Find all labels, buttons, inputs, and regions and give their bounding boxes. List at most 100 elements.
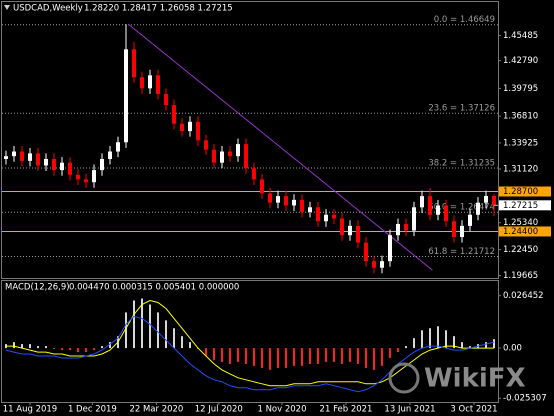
candle-body xyxy=(188,121,192,132)
candle-body xyxy=(204,140,208,150)
macd-bar xyxy=(61,348,63,351)
chart-header-values: 1.28220 1.28417 1.26058 1.27215 xyxy=(84,4,233,14)
candle-body xyxy=(84,179,88,183)
macd-panel-frame xyxy=(1,280,499,403)
macd-bar xyxy=(45,346,47,349)
y-tick-label: 1.25340 xyxy=(503,218,538,228)
x-tick-label: 3 Oct 2021 xyxy=(450,405,497,415)
macd-bar xyxy=(333,348,335,362)
macd-bar xyxy=(253,348,255,366)
level-label-box xyxy=(499,226,551,237)
candle-body xyxy=(220,151,224,163)
macd-bar xyxy=(373,348,375,370)
macd-bar xyxy=(93,348,95,351)
macd-bar xyxy=(173,328,175,349)
candle-body xyxy=(484,195,488,203)
y-tick-label: 1.19665 xyxy=(503,271,538,281)
y-tick-label: 1.39795 xyxy=(503,84,538,94)
candle-body xyxy=(180,123,184,132)
candle-body xyxy=(164,93,168,106)
candle-body xyxy=(380,261,384,268)
y-tick-label: 1.22450 xyxy=(503,245,538,255)
candle-body xyxy=(356,225,360,243)
macd-bar xyxy=(485,342,487,349)
macd-bar xyxy=(469,346,471,349)
macd-bar xyxy=(325,348,327,362)
macd-bar xyxy=(389,348,391,358)
candle-body xyxy=(420,196,424,208)
macd-bar xyxy=(157,312,159,349)
macd-bar xyxy=(461,342,463,349)
level-label: 1.24400 xyxy=(503,227,538,237)
candle-body xyxy=(44,158,48,166)
x-tick-label: 13 Jun 2021 xyxy=(384,405,435,415)
macd-bar xyxy=(205,348,207,357)
candle-body xyxy=(276,196,280,203)
macd-bar xyxy=(381,348,383,366)
y-tick-label: 1.36810 xyxy=(503,112,538,122)
macd-bar xyxy=(221,348,223,362)
macd-bar xyxy=(397,348,399,353)
watermark-logo xyxy=(388,362,420,394)
macd-line xyxy=(5,315,495,393)
macd-bar xyxy=(349,348,351,362)
y-tick-label: 0.00 xyxy=(503,344,522,354)
macd-bar xyxy=(429,328,431,349)
macd-bar xyxy=(261,348,263,368)
candle-body xyxy=(444,205,448,222)
level-label: 1.28700 xyxy=(503,187,538,197)
candle-body xyxy=(236,144,240,157)
macd-bar xyxy=(437,326,439,349)
candle-body xyxy=(68,162,72,175)
macd-bar xyxy=(493,339,495,349)
watermark: WikiFX xyxy=(388,362,526,394)
x-tick-label: 1 Nov 2020 xyxy=(257,405,306,415)
macd-bar xyxy=(365,348,367,368)
macd-bar xyxy=(413,338,415,349)
macd-bar xyxy=(405,346,407,349)
macd-bar xyxy=(317,348,319,364)
candle-body xyxy=(452,221,456,238)
macd-header-values: 0.004470 0.000315 0.005401 0.000000 xyxy=(69,283,239,293)
candle-body xyxy=(300,199,304,212)
candle-body xyxy=(116,142,120,152)
macd-bar xyxy=(21,344,23,349)
candle-body xyxy=(20,151,24,161)
macd-bar xyxy=(237,348,239,362)
menu-icon[interactable] xyxy=(4,5,10,10)
y-tick-label: 1.42790 xyxy=(503,56,538,66)
macd-bar xyxy=(301,348,303,366)
macd-bar xyxy=(109,342,111,349)
macd-bar xyxy=(37,346,39,349)
macd-bar xyxy=(29,344,31,349)
macd-bar xyxy=(309,348,311,364)
x-tick-label: 1 Dec 2019 xyxy=(68,405,117,415)
macd-bar xyxy=(285,348,287,368)
macd-bar xyxy=(181,336,183,349)
level-label-box xyxy=(499,186,551,197)
macd-bar xyxy=(13,342,15,349)
candle-body xyxy=(396,224,400,236)
y-tick-label: 1.45485 xyxy=(503,31,538,41)
candle-body xyxy=(244,144,248,169)
macd-bar xyxy=(85,348,87,353)
macd-bar xyxy=(133,300,135,349)
macd-bar xyxy=(165,320,167,349)
candle-body xyxy=(372,261,376,268)
candle-body xyxy=(388,235,392,262)
macd-bar xyxy=(341,348,343,364)
candle-body xyxy=(268,193,272,203)
x-tick-label: 11 Aug 2019 xyxy=(3,405,57,415)
candle-body xyxy=(316,207,320,222)
candle-body xyxy=(228,151,232,157)
candle-body xyxy=(52,158,56,171)
macd-bar xyxy=(213,348,215,360)
candle-body xyxy=(460,225,464,238)
current-price-box xyxy=(499,200,551,211)
candle-body xyxy=(156,75,160,94)
y-tick-label: -0.025307 xyxy=(503,394,547,404)
candle-body xyxy=(60,162,64,171)
candle-body xyxy=(212,149,216,163)
candle-body xyxy=(476,202,480,215)
